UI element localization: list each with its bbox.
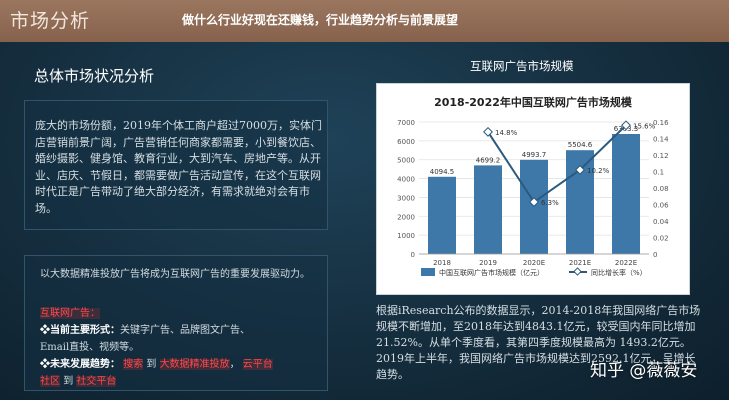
trend-cloud: 云平台 [242,359,273,370]
bar-value-label: 4699.2 [476,156,501,164]
chart-heading: 互联网广告市场规模 [470,59,574,73]
bar-value-label: 5504.6 [568,141,593,149]
trend-to-1: 到 [146,359,157,370]
y-left-tick-label: 6000 [397,138,415,146]
intro-text: 庞大的市场份额，2019年个体工商户超过7000万，实体门店营销前景广阔，广告营… [35,119,322,215]
section-title: 总体市场状况分析 [34,67,155,85]
legend-line-label: 同比增长率（%） [591,268,647,277]
growth-point [575,164,585,175]
y-right-tick-label: 0.06 [653,202,669,210]
trend-to-3: 到 [63,376,74,387]
bar [474,165,502,254]
x-tick-label: 2020E [523,259,545,267]
legend-bar-label: 中国互联网广告市场规模（亿元） [439,268,544,277]
page-title: 做什么行业好现在还赚钱，行业趋势分析与前景展望 [182,13,459,27]
chart-line: 14.8% 6.3% 10.2% 15.6% [483,120,656,207]
chart-legend: 中国互联网广告市场规模（亿元） 同比增长率（%） [421,267,647,277]
trend-bigdata: 大数据精准投放 [159,359,230,370]
x-tick-label: 2022E [615,259,637,267]
bar-value-label: 4094.5 [430,168,455,176]
internet-ad-label-row: 互联网广告： [40,304,100,319]
market-size-chart: 2018-2022年中国互联网广告市场规模 4094.5 4699.2 4993.7… [397,95,669,277]
trend-social: 社交平台 [76,376,117,387]
bar [428,176,456,254]
y-left-tick-label: 4000 [397,176,415,184]
y-left-tick-label: 0 [411,251,415,259]
bigdata-intro: 以大数据精准投放广告将成为互联网广告的重要发展驱动力。 [40,269,310,280]
bigdata-panel: 以大数据精准投放广告将成为互联网广告的重要发展驱动力。 互联网广告： ❖当前主要… [24,255,328,391]
bar [612,134,640,254]
watermark: 知乎 @薇薇安 [590,361,698,381]
x-tick-label: 2018 [433,259,451,267]
growth-value-label: 10.2% [587,167,610,175]
trend-row-2: 社区 到 社交平台 [40,372,117,387]
x-tick-label: 2021E [569,259,591,267]
internet-ad-label: 互联网广告： [40,308,100,319]
y-left-tick-label: 5000 [397,157,415,165]
y-left-tick-label: 1000 [397,232,415,240]
chart-axes: 0 1000 2000 3000 4000 5000 6000 7000 0 0.02 0.04 0.… [397,119,669,267]
growth-line [487,124,627,204]
chart-card: 2018-2022年中国互联网广告市场规模 4094.5 4699.2 4993.7… [376,83,690,295]
logo-text: 市场分析 [10,10,91,32]
trend-community: 社区 [40,376,60,387]
forms-row-2: Email直投、视频等。 [40,338,139,353]
y-right-tick-label: 0.1 [653,169,664,177]
x-tick-label: 2019 [479,259,497,267]
growth-value-label: 6.3% [541,199,559,207]
legend-line-marker [573,267,582,276]
trend-row: ❖未来发展趋势： 搜索 到 大数据精准投放， 云平台 [40,355,273,370]
trend-heading: ❖未来发展趋势： [40,359,120,370]
growth-point [483,126,493,137]
y-right-tick-label: 0 [653,251,657,259]
growth-point [529,197,539,207]
trend-to-2: ， [229,359,240,370]
forms-row: ❖当前主要形式：关键字广告、品牌图文广告、 [40,321,250,336]
y-right-tick-label: 0.12 [653,152,669,160]
y-right-tick-label: 0.02 [653,235,669,243]
market-description: 根据iResearch公布的数据显示，2014-2018年我国网络广告市场规模不… [376,304,701,381]
top-bar: 市场分析 做什么行业好现在还赚钱，行业趋势分析与前景展望 [0,0,729,42]
y-right-tick-label: 0.16 [653,119,669,127]
legend-bar-swatch [421,268,435,276]
forms-text-2: Email直投、视频等。 [40,342,140,353]
y-left-tick-label: 2000 [397,213,415,221]
y-right-tick-label: 0.04 [653,218,669,226]
y-left-tick-label: 3000 [397,194,415,202]
y-right-tick-label: 0.14 [653,136,669,144]
bar-value-label: 4993.7 [522,151,547,159]
growth-point [621,120,631,131]
trend-search: 搜索 [123,359,144,370]
y-right-tick-label: 0.08 [653,185,669,193]
growth-value-label: 15.6% [633,122,656,130]
forms-text: 关键字广告、品牌图文广告、 [120,325,250,336]
y-left-tick-label: 7000 [397,119,415,127]
chart-title: 2018-2022年中国互联网广告市场规模 [434,95,633,109]
intro-panel: 庞大的市场份额，2019年个体工商户超过7000万，实体门店营销前景广阔，广告营… [24,100,328,230]
forms-heading: ❖当前主要形式： [40,325,120,336]
growth-value-label: 14.8% [495,129,518,137]
